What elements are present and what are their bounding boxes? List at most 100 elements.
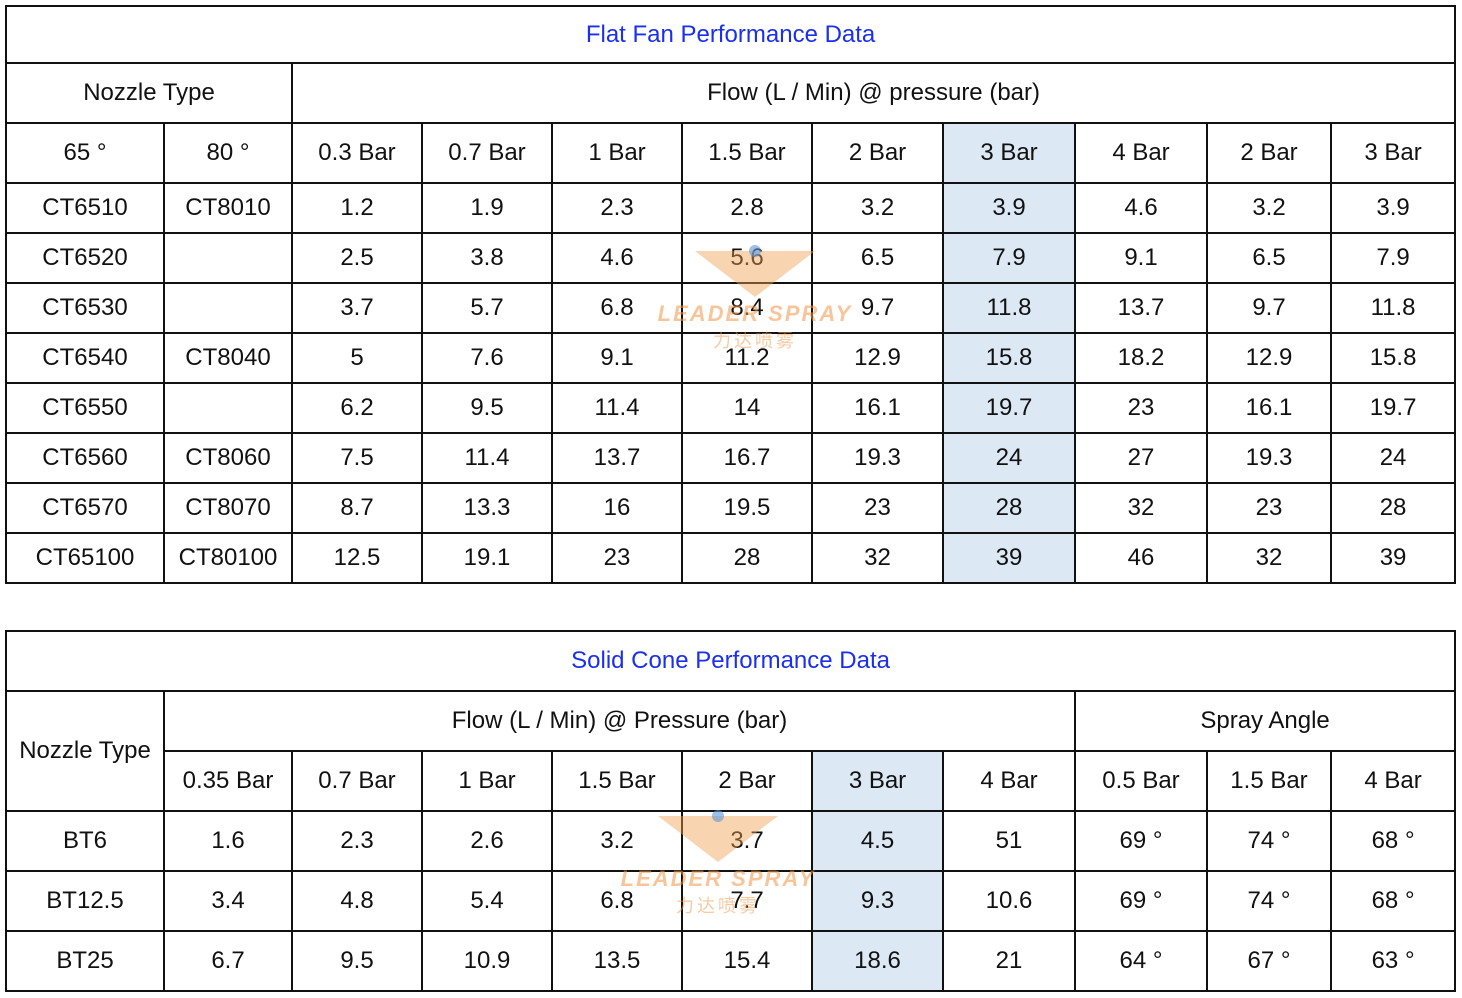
flow-cell: 12.5 bbox=[291, 532, 423, 584]
table-row: BT6 1.6 2.3 2.6 3.2 3.7 4.5 51 69 ° 74 ° 68 ° bbox=[5, 810, 1457, 872]
flow-cell: 15.4 bbox=[681, 930, 813, 992]
spray-angle-cell: 67 ° bbox=[1206, 930, 1332, 992]
flow-cell: 51 bbox=[942, 810, 1076, 872]
pressure-header: 4 Bar bbox=[942, 750, 1076, 812]
nozzle-name-cell: BT6 bbox=[5, 810, 165, 872]
flow-cell: 24 bbox=[942, 432, 1076, 484]
flow-cell: 12.9 bbox=[811, 332, 944, 384]
flow-cell: 2.8 bbox=[681, 182, 813, 234]
flow-cell: 3.7 bbox=[681, 810, 813, 872]
pressure-header: 3 Bar bbox=[942, 122, 1076, 184]
spray-angle-cell: 64 ° bbox=[1074, 930, 1208, 992]
flow-cell: 1.2 bbox=[291, 182, 423, 234]
nozzle-65-cell: CT6530 bbox=[5, 282, 165, 334]
flow-cell: 15.8 bbox=[1329, 332, 1457, 384]
flow-cell: 6.8 bbox=[551, 870, 683, 932]
flow-cell: 6.5 bbox=[811, 232, 944, 284]
flow-cell: 13.5 bbox=[551, 930, 683, 992]
flow-cell: 19.7 bbox=[1329, 382, 1457, 434]
flow-cell: 4.8 bbox=[291, 870, 423, 932]
flow-cell: 3.8 bbox=[421, 232, 553, 284]
flow-cell: 7.6 bbox=[421, 332, 553, 384]
nozzle-65-cell: CT6550 bbox=[5, 382, 165, 434]
flow-cell: 27 bbox=[1074, 432, 1208, 484]
flow-cell: 16 bbox=[551, 482, 683, 534]
flow-cell: 28 bbox=[942, 482, 1076, 534]
flow-cell: 32 bbox=[811, 532, 944, 584]
pressure-header: 3 Bar bbox=[811, 750, 944, 812]
flow-cell: 7.5 bbox=[291, 432, 423, 484]
angle-pressure-header: 0.5 Bar bbox=[1074, 750, 1208, 812]
flow-cell: 24 bbox=[1329, 432, 1457, 484]
nozzle-80-cell bbox=[163, 282, 293, 334]
flow-cell: 3.9 bbox=[942, 182, 1076, 234]
flat-fan-table: Flat Fan Performance Data Nozzle Type Fl… bbox=[4, 5, 1457, 584]
flow-cell: 16.1 bbox=[811, 382, 944, 434]
pressure-header: 0.7 Bar bbox=[291, 750, 423, 812]
nozzle-80-cell: CT8010 bbox=[163, 182, 293, 234]
flow-cell: 18.2 bbox=[1074, 332, 1208, 384]
flow-cell: 13.7 bbox=[551, 432, 683, 484]
flat-fan-nozzle-type-header: Nozzle Type bbox=[5, 62, 293, 124]
flow-cell: 2.3 bbox=[291, 810, 423, 872]
flow-cell: 3.2 bbox=[811, 182, 944, 234]
flow-cell: 7.9 bbox=[942, 232, 1076, 284]
flow-cell: 10.6 bbox=[942, 870, 1076, 932]
flow-cell: 8.4 bbox=[681, 282, 813, 334]
flow-cell: 19.3 bbox=[1206, 432, 1332, 484]
nozzle-80-cell: CT8070 bbox=[163, 482, 293, 534]
nozzle-80-cell: CT80100 bbox=[163, 532, 293, 584]
flow-cell: 11.4 bbox=[551, 382, 683, 434]
flow-cell: 4.5 bbox=[811, 810, 944, 872]
pressure-header: 4 Bar bbox=[1074, 122, 1208, 184]
solid-cone-title: Solid Cone Performance Data bbox=[4, 630, 1457, 692]
nozzle-80-cell bbox=[163, 382, 293, 434]
flow-cell: 6.7 bbox=[163, 930, 293, 992]
flat-fan-flow-header: Flow (L / Min) @ pressure (bar) bbox=[290, 62, 1457, 124]
table-row: CT6550 6.2 9.5 11.4 14 16.1 19.7 23 16.1 19.7 bbox=[5, 382, 1457, 434]
flow-cell: 23 bbox=[1206, 482, 1332, 534]
flow-cell: 19.3 bbox=[811, 432, 944, 484]
flow-cell: 4.6 bbox=[1074, 182, 1208, 234]
flow-cell: 2.5 bbox=[291, 232, 423, 284]
flow-cell: 5.6 bbox=[681, 232, 813, 284]
nozzle-65-cell: CT6520 bbox=[5, 232, 165, 284]
flow-cell: 7.9 bbox=[1329, 232, 1457, 284]
flow-cell: 11.8 bbox=[942, 282, 1076, 334]
nozzle-65-cell: CT6510 bbox=[5, 182, 165, 234]
flow-cell: 10.9 bbox=[421, 930, 553, 992]
flow-cell: 39 bbox=[1329, 532, 1457, 584]
table-row: CT6510 CT8010 1.2 1.9 2.3 2.8 3.2 3.9 4.6 3.2 3.9 bbox=[5, 182, 1457, 234]
pressure-header: 2 Bar bbox=[681, 750, 813, 812]
flow-cell: 39 bbox=[942, 532, 1076, 584]
flow-cell: 9.5 bbox=[421, 382, 553, 434]
flow-cell: 16.7 bbox=[681, 432, 813, 484]
flow-cell: 19.1 bbox=[421, 532, 553, 584]
nozzle-65-cell: CT6560 bbox=[5, 432, 165, 484]
spray-angle-cell: 74 ° bbox=[1206, 870, 1332, 932]
nozzle-65-cell: CT6540 bbox=[5, 332, 165, 384]
flow-cell: 21 bbox=[942, 930, 1076, 992]
nozzle-65-cell: CT6570 bbox=[5, 482, 165, 534]
spray-angle-cell: 63 ° bbox=[1329, 930, 1457, 992]
flow-cell: 3.4 bbox=[163, 870, 293, 932]
table-row: BT12.5 3.4 4.8 5.4 6.8 7.7 9.3 10.6 69 ° 74 ° 68 ° bbox=[5, 870, 1457, 932]
flow-cell: 3.9 bbox=[1329, 182, 1457, 234]
pressure-header: 0.35 Bar bbox=[163, 750, 293, 812]
spray-angle-cell: 74 ° bbox=[1206, 810, 1332, 872]
table-row: BT25 6.7 9.5 10.9 13.5 15.4 18.6 21 64 ° 67 ° 63 ° bbox=[5, 930, 1457, 992]
pressure-header: 1 Bar bbox=[551, 122, 683, 184]
table-row: CT6520 2.5 3.8 4.6 5.6 6.5 7.9 9.1 6.5 7.9 bbox=[5, 232, 1457, 284]
flow-cell: 13.3 bbox=[421, 482, 553, 534]
flow-cell: 9.7 bbox=[811, 282, 944, 334]
pressure-header: 2 Bar bbox=[1206, 122, 1332, 184]
flow-cell: 3.7 bbox=[291, 282, 423, 334]
flow-cell: 9.5 bbox=[291, 930, 423, 992]
spray-angle-cell: 69 ° bbox=[1074, 870, 1208, 932]
flow-cell: 12.9 bbox=[1206, 332, 1332, 384]
spray-angle-cell: 69 ° bbox=[1074, 810, 1208, 872]
flow-cell: 19.5 bbox=[681, 482, 813, 534]
angle-header-80: 80 ° bbox=[163, 122, 293, 184]
flat-fan-title: Flat Fan Performance Data bbox=[4, 5, 1457, 64]
spray-angle-header: Spray Angle bbox=[1073, 690, 1457, 752]
